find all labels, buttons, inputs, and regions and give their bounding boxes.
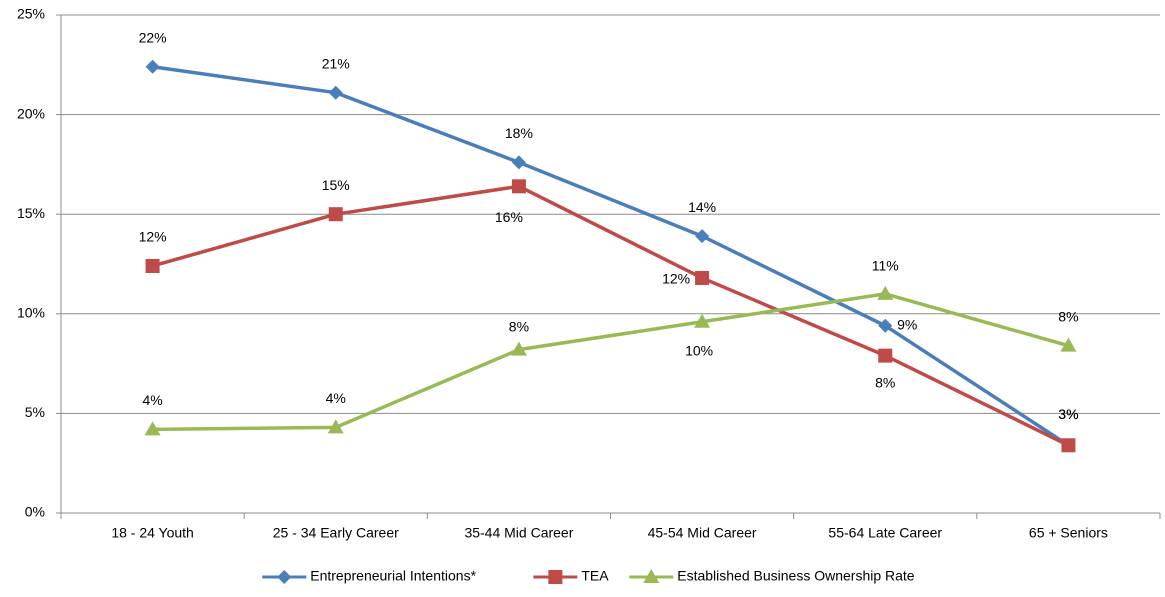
data-label: 4% [326, 390, 346, 406]
x-tick-label: 55-64 Late Career [828, 525, 942, 541]
legend-label: Entrepreneurial Intentions* [310, 568, 476, 584]
y-tick-label: 25% [17, 6, 45, 22]
data-point [1060, 337, 1077, 352]
data-label: 8% [509, 318, 529, 334]
data-point [694, 313, 711, 328]
data-point [510, 341, 527, 356]
data-label: 12% [662, 271, 690, 287]
data-point [695, 229, 710, 244]
data-point [328, 207, 343, 222]
series-line [152, 292, 1069, 432]
data-point [145, 258, 160, 273]
y-tick-label: 15% [17, 205, 45, 221]
x-tick-label: 35-44 Mid Career [464, 525, 573, 541]
legend-label: TEA [581, 568, 609, 584]
y-tick-label: 0% [25, 504, 45, 520]
data-label: 22% [139, 29, 167, 45]
data-point [511, 155, 526, 170]
x-tick-label: 25 - 34 Early Career [273, 525, 399, 541]
legend-marker [277, 570, 292, 584]
data-point [328, 85, 343, 100]
data-label: 12% [139, 229, 167, 245]
data-label: 8% [875, 374, 895, 390]
legend-marker [548, 570, 563, 584]
data-label: 10% [685, 342, 713, 358]
y-tick-label: 20% [17, 105, 45, 121]
data-point [327, 419, 344, 434]
x-tick-label: 65 + Seniors [1029, 525, 1108, 541]
data-label: 15% [322, 177, 350, 193]
series-line [152, 184, 1070, 447]
data-point [511, 179, 526, 194]
series-line [152, 65, 1070, 447]
data-point [695, 270, 710, 285]
data-label: 18% [505, 125, 533, 141]
data-label: 16% [495, 209, 523, 225]
data-point [878, 348, 893, 363]
data-label: 3% [1058, 406, 1078, 422]
data-point [145, 59, 160, 74]
data-label: 4% [142, 392, 162, 408]
data-point [877, 285, 894, 300]
data-label: 8% [1058, 308, 1078, 324]
x-tick-label: 18 - 24 Youth [111, 525, 194, 541]
data-label: 11% [872, 258, 899, 274]
data-point [878, 318, 893, 333]
legend-label: Established Business Ownership Rate [677, 568, 915, 584]
data-label: 9% [897, 316, 917, 332]
y-tick-label: 5% [25, 404, 45, 420]
legend-marker [643, 569, 660, 583]
data-point [144, 421, 161, 436]
data-label: 3% [1058, 406, 1078, 422]
y-tick-label: 10% [17, 305, 45, 321]
data-label: 21% [322, 55, 350, 71]
data-point [1061, 438, 1076, 453]
data-label: 14% [688, 199, 716, 215]
x-tick-label: 45-54 Mid Career [648, 525, 757, 541]
